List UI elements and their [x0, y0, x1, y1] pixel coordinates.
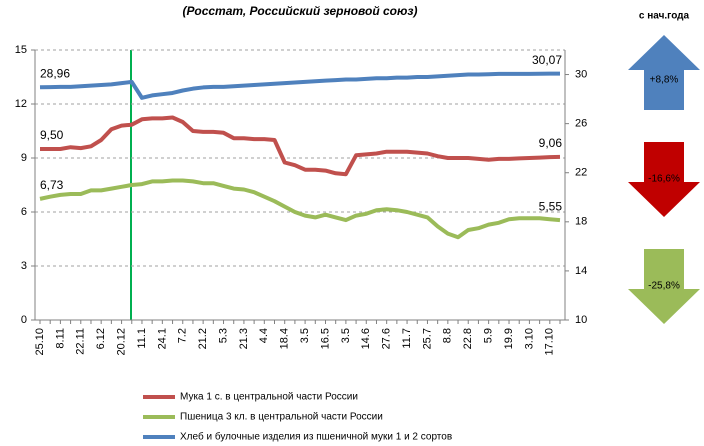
legend-label: Мука 1 с. в центральной части России [180, 392, 358, 403]
value-label: 28,96 [40, 66, 70, 80]
y-tick-label: 9 [21, 152, 27, 164]
series-line [39, 178, 561, 240]
y2-tick-label: 14 [575, 265, 587, 277]
y-tick-label: 15 [15, 44, 27, 56]
y-tick-label: 6 [21, 206, 27, 218]
y2-tick-label: 22 [575, 167, 587, 179]
series-line [39, 71, 560, 100]
series-line [40, 115, 561, 177]
x-tick-label: 27.6 [381, 328, 393, 349]
change-arrow [628, 249, 700, 324]
y-tick-label: 0 [21, 314, 27, 326]
x-tick-label: 22.8 [462, 328, 474, 349]
x-tick-label: 19.9 [503, 328, 515, 349]
x-tick-label: 16.5 [319, 328, 331, 349]
chart-subtitle: (Росстат, Российский зерновой союз) [183, 4, 418, 18]
value-label: 9,06 [539, 136, 563, 150]
value-label: 30,07 [532, 53, 562, 67]
x-tick-label: 24.1 [156, 328, 168, 349]
x-tick-label: 22.11 [75, 328, 87, 355]
x-tick-label: 17.10 [544, 328, 556, 356]
x-tick-label: 11.7 [401, 328, 413, 349]
legend-label: Хлеб и булочные изделия из пшеничной мук… [180, 431, 452, 443]
change-arrow [628, 35, 700, 110]
x-tick-label: 18.4 [279, 328, 291, 349]
x-tick-label: 5.3 [217, 328, 229, 343]
y2-tick-label: 18 [575, 216, 587, 228]
panel-title: с нач.года [639, 11, 690, 22]
change-label: +8,8% [650, 75, 679, 86]
x-tick-label: 21.2 [197, 328, 209, 349]
y2-tick-label: 30 [575, 68, 587, 80]
x-tick-label: 20.12 [115, 328, 127, 356]
y2-tick-label: 26 [575, 118, 587, 130]
change-arrow [628, 142, 700, 217]
x-tick-label: 8.11 [54, 328, 66, 349]
x-tick-label: 4.4 [258, 328, 270, 343]
legend-label: Пшеница 3 кл. в центральной части России [180, 412, 383, 423]
x-tick-label: 11.1 [136, 328, 148, 349]
x-tick-label: 3.10 [523, 328, 535, 349]
x-tick-label: 14.6 [360, 328, 372, 349]
value-label: 9,50 [40, 128, 64, 142]
value-label: 5,55 [539, 199, 563, 213]
y2-tick-label: 10 [575, 314, 587, 326]
x-tick-label: 3.5 [299, 328, 311, 343]
x-tick-label: 5.9 [483, 328, 495, 343]
x-tick-label: 8.8 [442, 328, 454, 343]
x-tick-label: 7.2 [177, 328, 189, 343]
change-label: -16,6% [648, 174, 680, 185]
x-tick-label: 21.3 [238, 328, 250, 349]
change-label: -25,8% [648, 281, 680, 292]
y-tick-label: 3 [21, 260, 27, 272]
x-tick-label: 3.5 [340, 328, 352, 343]
x-tick-label: 25.7 [421, 328, 433, 349]
value-label: 6,73 [40, 178, 64, 192]
x-tick-label: 25.10 [34, 328, 46, 356]
y-tick-label: 12 [15, 98, 27, 110]
x-tick-label: 6.12 [95, 328, 107, 349]
